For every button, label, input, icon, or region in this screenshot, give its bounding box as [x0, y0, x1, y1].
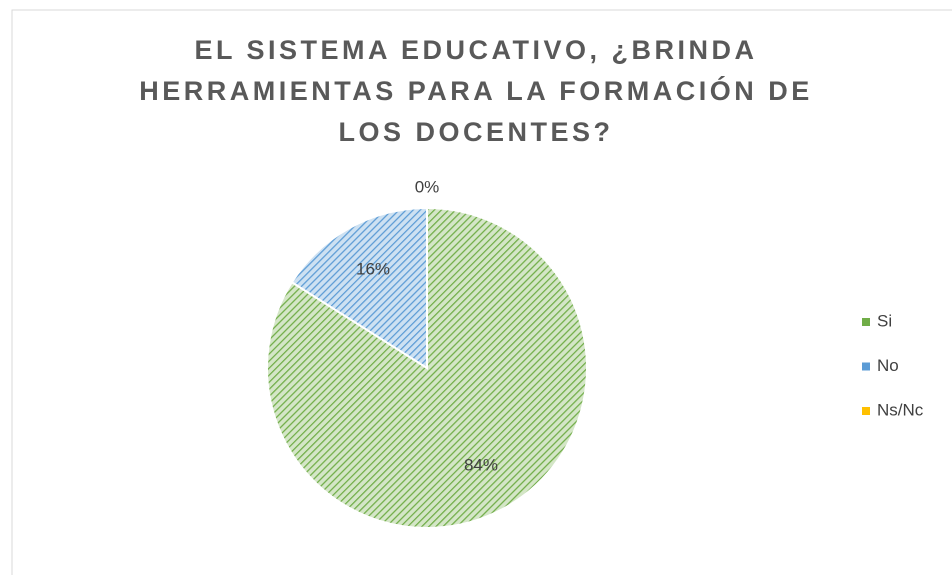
legend-swatch: [862, 362, 870, 371]
data-label: 16%: [356, 259, 390, 278]
pie-slice: [290, 206, 428, 370]
data-label: 0%: [415, 177, 440, 196]
legend-label: Ns/Nc: [877, 400, 924, 419]
legend-label: Si: [877, 311, 892, 330]
legend-swatch: [862, 407, 870, 415]
chart-title: EL SISTEMA EDUCATIVO, ¿BRINDA HERRAMIENT…: [139, 35, 813, 147]
data-label: 84%: [464, 456, 498, 475]
legend-swatch: [862, 318, 870, 326]
chart-border: [11, 9, 952, 575]
legend-label: No: [877, 356, 899, 375]
